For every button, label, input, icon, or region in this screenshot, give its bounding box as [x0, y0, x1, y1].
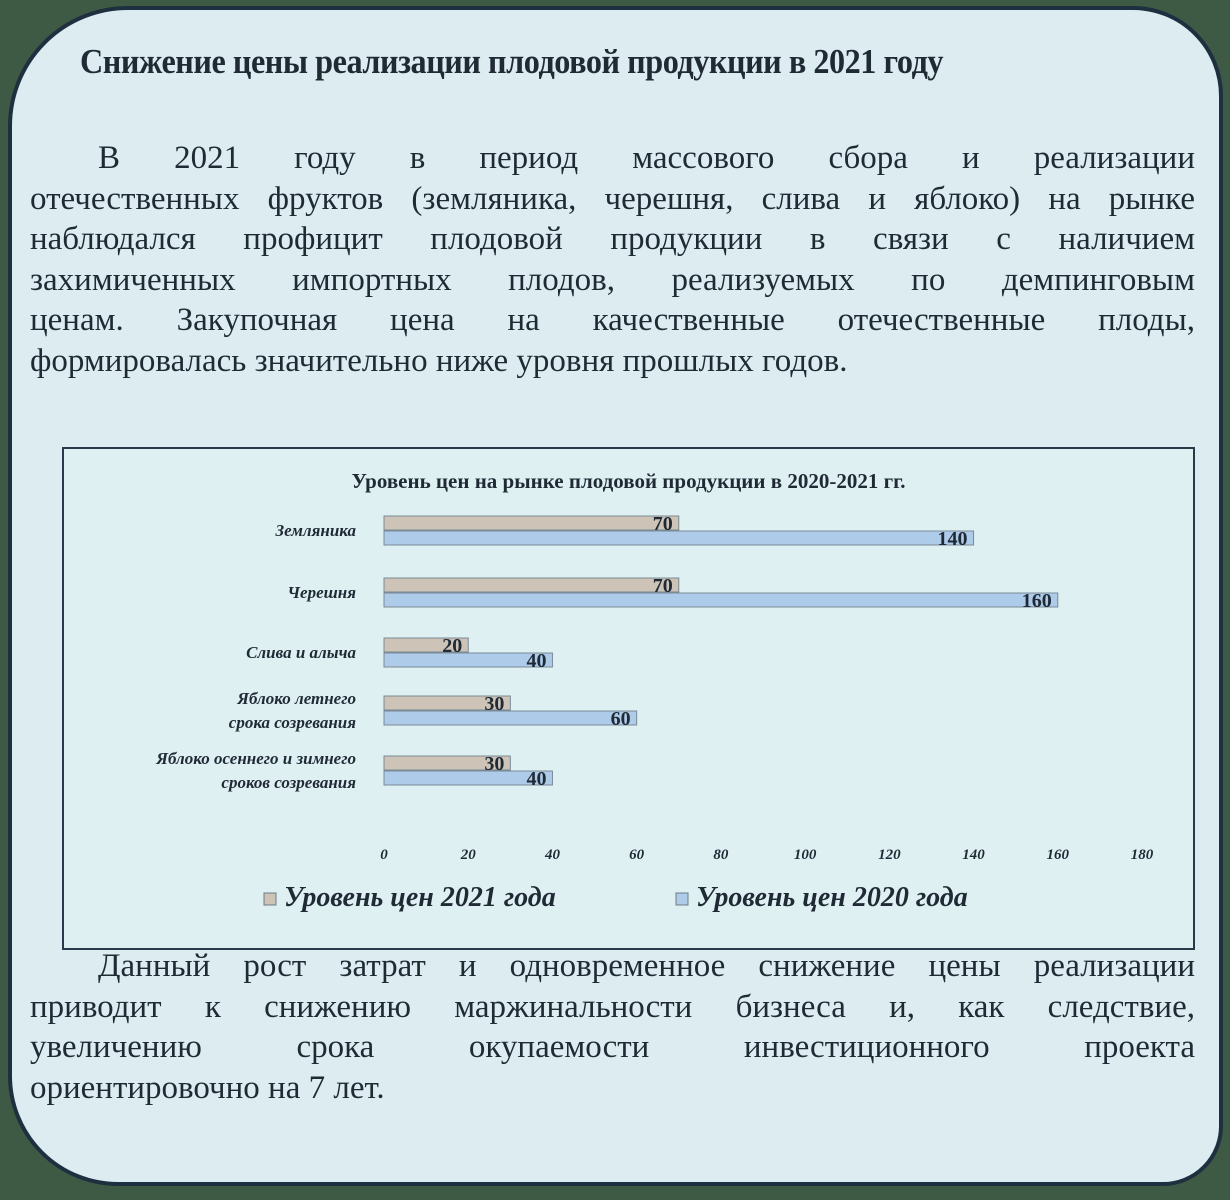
text-line: приводит к снижению маржинальности бизне… [30, 988, 1195, 1025]
bar-2021 [383, 695, 511, 711]
page-title: Снижение цены реализации плодовой продук… [80, 42, 944, 81]
bar-2021 [383, 515, 680, 531]
bar-2021 [383, 637, 469, 653]
category-label: Черешня [287, 583, 356, 602]
bar-2021 [383, 755, 511, 771]
intro-paragraph: В 2021 году в период массового сбора и р… [30, 138, 1195, 381]
text-line: отечественных фруктов (земляника, черешн… [30, 180, 1195, 217]
conclusion-paragraph: Данный рост затрат и одновременное сниже… [30, 946, 1195, 1108]
data-label: 30 [484, 753, 504, 775]
x-tick-label: 120 [878, 847, 901, 863]
bar-2020 [383, 592, 1059, 608]
text-line: формировалась значительно ниже уровня пр… [30, 342, 848, 379]
bar-2020 [383, 710, 638, 726]
price-chart: Уровень цен на рынке плодовой продукции … [62, 447, 1195, 950]
data-label: 70 [653, 513, 673, 535]
category-label: сроков созревания [221, 773, 356, 792]
category-label: Яблоко летнего [236, 689, 356, 708]
data-label: 40 [526, 650, 546, 672]
x-tick-label: 40 [544, 847, 561, 863]
bar-2020 [383, 770, 553, 786]
x-tick-label: 80 [713, 847, 729, 863]
x-tick-label: 180 [1131, 847, 1154, 863]
text-line: Данный рост затрат и одновременное сниже… [98, 948, 1195, 984]
data-label: 20 [442, 635, 462, 657]
chart-plot: Земляника 70 140 Черешня 70 160 Слива и алыча 2… [155, 513, 1154, 913]
x-tick-label: 140 [962, 847, 985, 863]
x-tick-label: 20 [460, 847, 477, 863]
category-label: Земляника [275, 521, 357, 540]
x-tick-label: 60 [629, 847, 645, 863]
category-label: Слива и алыча [246, 643, 356, 662]
bar-2020 [383, 530, 975, 546]
chart-title: Уровень цен на рынке плодовой продукции … [351, 469, 906, 493]
data-label: 40 [526, 768, 546, 790]
bar-2020 [383, 652, 553, 668]
text-line: В 2021 году в период массового сбора и р… [98, 140, 1195, 176]
text-line: наблюдался профицит плодовой продукции в… [30, 221, 1195, 257]
category-label: Яблоко осеннего и зимнего [155, 749, 356, 768]
bar-2021 [383, 577, 680, 593]
legend-label: Уровень цен 2021 года [284, 882, 556, 913]
data-label: 70 [653, 575, 673, 597]
x-tick-label: 160 [1047, 847, 1070, 863]
data-label: 160 [1022, 590, 1052, 612]
category-label: срока созревания [229, 713, 356, 732]
text-line: захимиченных импортных плодов, реализуем… [30, 261, 1195, 298]
text-line: увеличению срока окупаемости инвестицион… [30, 1029, 1195, 1065]
text-line: ценам. Закупочная цена на качественные о… [30, 302, 1195, 338]
legend-swatch [263, 892, 277, 906]
data-label: 30 [484, 693, 504, 715]
x-tick-label: 100 [794, 847, 817, 863]
legend-label: Уровень цен 2020 года [696, 882, 968, 913]
x-tick-label: 0 [380, 847, 388, 863]
text-line: ориентировочно на 7 лет. [30, 1069, 385, 1106]
data-label: 140 [938, 528, 968, 550]
legend-swatch [675, 892, 689, 906]
data-label: 60 [611, 708, 631, 730]
